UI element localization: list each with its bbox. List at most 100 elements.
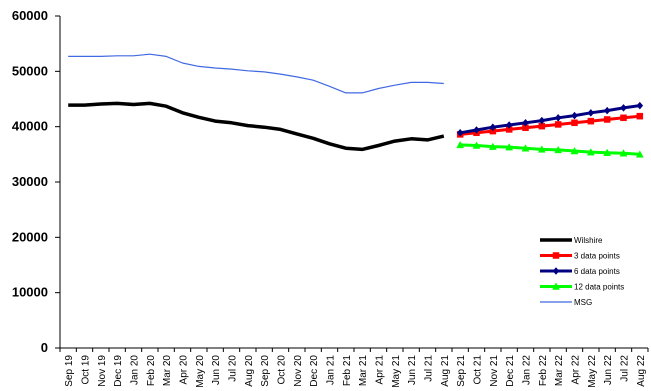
legend-item-wilshire: Wilshire xyxy=(540,236,603,245)
data-point-6-data-points xyxy=(473,126,480,134)
data-point-6-data-points xyxy=(603,106,611,115)
data-point-12-data-points xyxy=(570,146,579,155)
series-msg xyxy=(68,53,444,94)
data-point-6-data-points xyxy=(538,116,546,125)
data-point-12-data-points xyxy=(552,282,560,290)
x-tick-label: Jun 20 xyxy=(211,355,222,385)
data-point-12-data-points xyxy=(505,143,514,151)
x-tick-label: Dec 20 xyxy=(309,355,320,387)
y-tick-label: 30000 xyxy=(12,174,48,189)
data-point-12-data-points xyxy=(521,144,530,152)
x-tick-label: Sep 19 xyxy=(64,355,75,387)
x-tick-label: May 22 xyxy=(587,355,598,388)
data-point-12-data-points xyxy=(456,140,465,149)
data-point-6-data-points xyxy=(587,108,595,117)
x-tick-label: Apr 22 xyxy=(571,355,582,385)
data-point-3-data-points xyxy=(620,114,627,122)
legend-label: MSG xyxy=(574,298,592,307)
data-point-12-data-points xyxy=(603,148,612,156)
data-point-12-data-points xyxy=(537,145,546,153)
legend-item-msg: MSG xyxy=(540,298,592,307)
data-point-12-data-points xyxy=(488,142,497,150)
data-point-6-data-points xyxy=(636,101,644,110)
y-tick-label: 10000 xyxy=(12,285,48,300)
series-line-12-data-points xyxy=(460,143,640,156)
x-tick-label: Feb 22 xyxy=(538,355,549,387)
data-point-6-data-points xyxy=(505,121,513,129)
data-point-12-data-points xyxy=(635,150,644,158)
data-point-6-data-points xyxy=(620,103,627,112)
x-tick-label: Nov 19 xyxy=(97,355,108,387)
data-point-6-data-points xyxy=(554,113,562,122)
data-point-3-data-points xyxy=(552,252,560,259)
y-tick-label: 60000 xyxy=(12,8,48,23)
y-tick-label: 40000 xyxy=(12,119,48,134)
x-tick-label: Jul 20 xyxy=(228,355,239,382)
series-line-msg xyxy=(68,53,444,94)
x-tick-label: Jun 22 xyxy=(603,355,614,385)
x-tick-label: Apr 21 xyxy=(375,355,386,385)
series-layer xyxy=(68,53,644,158)
data-point-12-data-points xyxy=(554,145,563,154)
x-tick-label: Jan 21 xyxy=(326,355,337,385)
x-tick-label: Mar 22 xyxy=(554,355,565,387)
legend-label: 6 data points xyxy=(574,267,620,276)
y-tick-label: 20000 xyxy=(12,229,48,244)
y-tick-label: 50000 xyxy=(12,63,48,78)
x-tick-label: May 20 xyxy=(195,355,206,388)
data-point-6-data-points xyxy=(456,128,464,137)
data-point-3-data-points xyxy=(571,119,578,127)
x-tick-label: Sep 21 xyxy=(456,355,467,387)
x-tick-label: Aug 20 xyxy=(244,355,255,387)
data-point-12-data-points xyxy=(586,148,595,156)
x-tick-label: Jan 22 xyxy=(522,355,533,385)
data-point-6-data-points xyxy=(571,111,578,120)
x-tick-label: Jun 21 xyxy=(407,355,418,385)
x-tick-label: Oct 20 xyxy=(277,355,288,385)
x-tick-label: Oct 21 xyxy=(473,355,484,385)
data-point-6-data-points xyxy=(552,267,560,275)
series-6-data-points xyxy=(456,101,644,137)
series-line-wilshire xyxy=(68,101,445,152)
data-point-3-data-points xyxy=(636,112,644,120)
data-point-12-data-points xyxy=(472,141,481,149)
x-tick-label: May 21 xyxy=(391,355,402,388)
series-wilshire xyxy=(68,101,445,152)
x-tick-label: Dec 19 xyxy=(113,355,124,387)
y-tick-label: 0 xyxy=(41,340,48,355)
axes xyxy=(59,16,648,349)
x-tick-label: Nov 20 xyxy=(293,355,304,387)
x-tick-label: Jan 20 xyxy=(130,355,141,385)
legend-label: Wilshire xyxy=(574,236,603,245)
x-tick-label: Feb 21 xyxy=(342,355,353,387)
legend-item-3-data-points: 3 data points xyxy=(540,252,620,261)
data-point-6-data-points xyxy=(489,123,497,132)
legend-label: 3 data points xyxy=(574,252,620,261)
legend: Wilshire 3 data points 6 data points 12 dat… xyxy=(540,236,624,307)
x-tick-label: Nov 21 xyxy=(489,355,500,387)
x-tick-label: Aug 22 xyxy=(636,355,647,387)
x-tick-label: Dec 21 xyxy=(505,355,516,387)
legend-item-6-data-points: 6 data points xyxy=(540,267,620,276)
x-tick-label: Mar 21 xyxy=(358,355,369,387)
legend-label: 12 data points xyxy=(574,283,624,292)
data-point-3-data-points xyxy=(554,121,562,128)
data-point-12-data-points xyxy=(619,149,628,157)
x-tick-label: Oct 19 xyxy=(81,355,92,385)
data-point-6-data-points xyxy=(522,118,529,127)
legend-item-12-data-points: 12 data points xyxy=(540,282,624,292)
data-point-3-data-points xyxy=(603,116,611,123)
series-12-data-points xyxy=(456,140,644,158)
x-tick-label: Sep 20 xyxy=(260,355,271,387)
y-axis-ticks: 0 10000 20000 30000 40000 50000 60000 xyxy=(12,8,60,355)
x-tick-label: Feb 20 xyxy=(146,355,157,387)
x-axis-ticks: Sep 19 Oct 19 Nov 19 Dec 19 Jan 20 Feb 20 Mar … xyxy=(59,348,649,388)
x-tick-label: Mar 20 xyxy=(162,355,173,387)
data-point-3-data-points xyxy=(587,117,595,125)
series-3-data-points xyxy=(456,112,644,138)
x-tick-label: Aug 21 xyxy=(440,355,451,387)
x-tick-label: Apr 20 xyxy=(179,355,190,385)
x-tick-label: Jul 22 xyxy=(620,355,631,382)
